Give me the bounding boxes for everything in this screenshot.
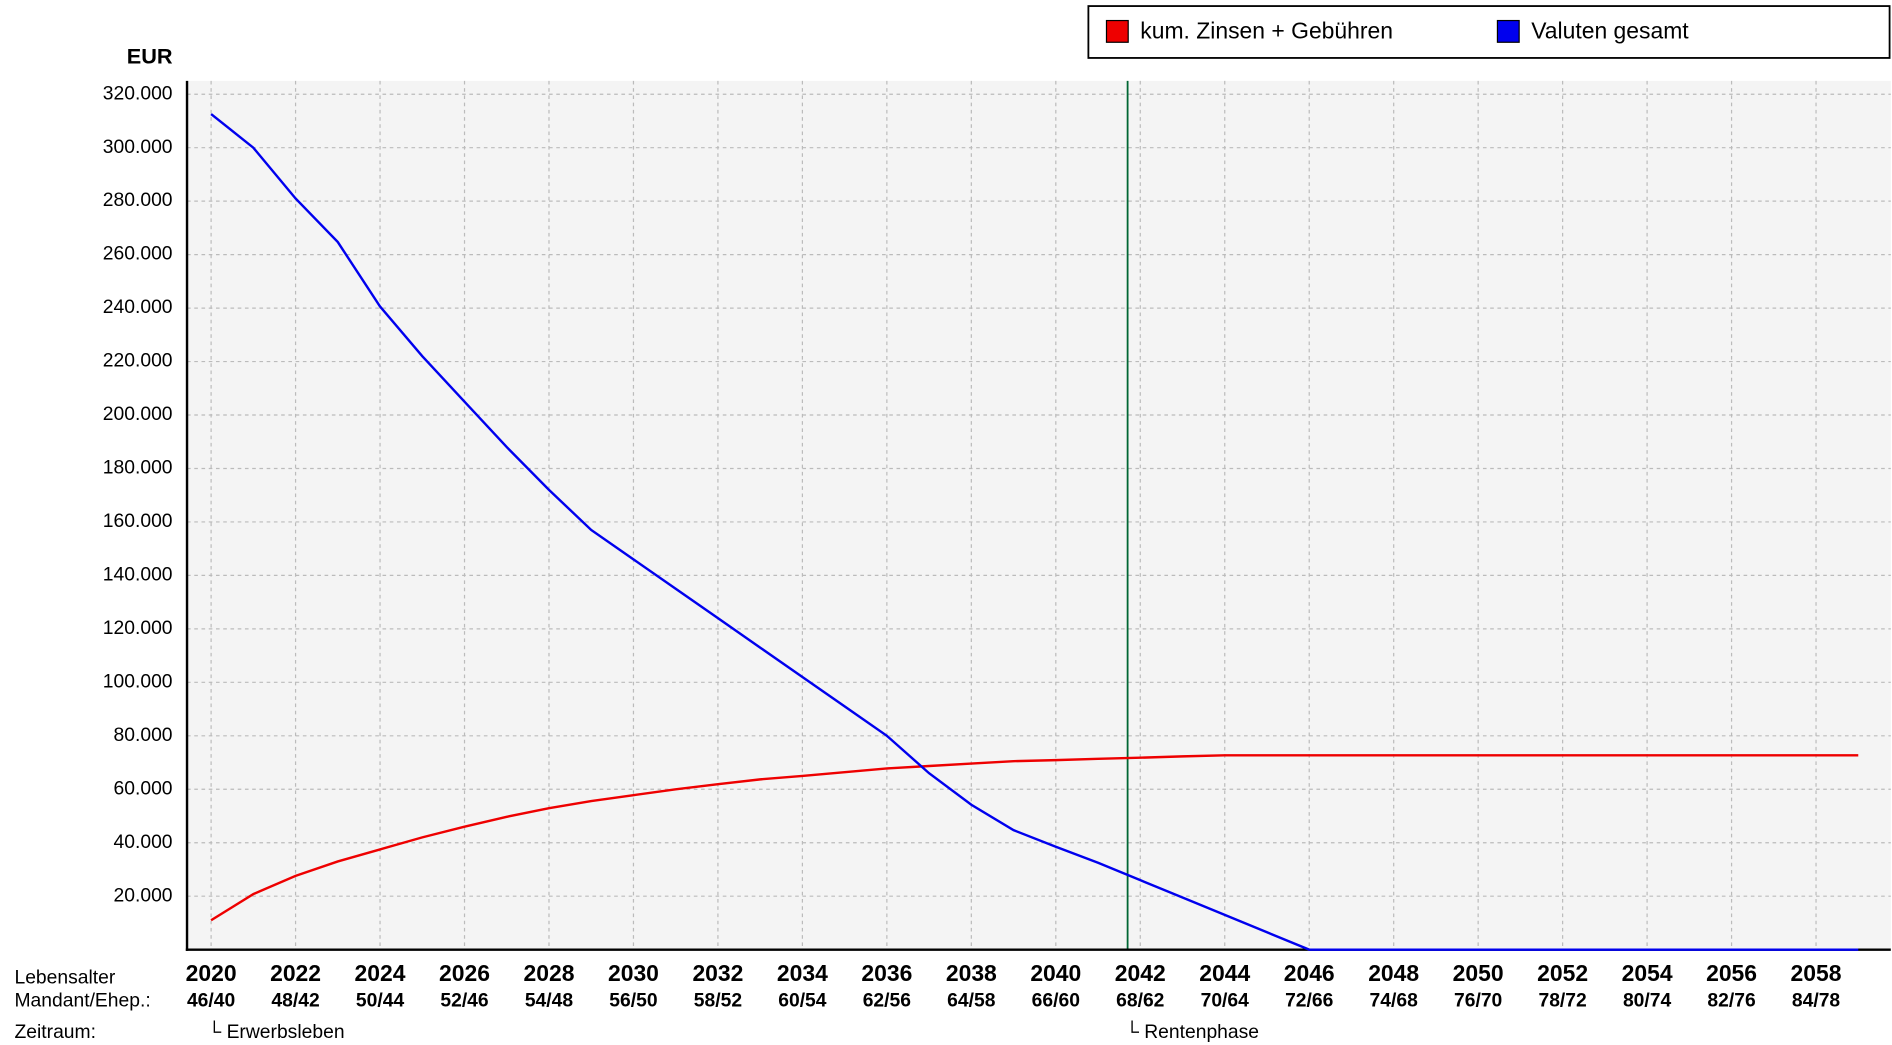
y-tick-label: 40.000: [114, 832, 173, 853]
y-tick-label: 80.000: [114, 725, 173, 746]
y-tick-label: 220.000: [103, 351, 173, 372]
age-label: 54/48: [525, 991, 574, 1012]
age-label: 62/56: [863, 991, 912, 1012]
age-label: 82/76: [1707, 991, 1756, 1012]
age-label: 70/64: [1201, 991, 1250, 1012]
y-tick-label: 260.000: [103, 244, 173, 265]
x-tick-label: 2046: [1284, 960, 1335, 986]
phase-label: └ Erwerbsleben: [208, 1020, 345, 1043]
x-tick-label: 2032: [692, 960, 743, 986]
x-tick-label: 2048: [1368, 960, 1419, 986]
y-tick-label: 120.000: [103, 618, 173, 639]
x-tick-label: 2028: [523, 960, 574, 986]
x-tick-label: 2034: [777, 960, 828, 986]
y-unit: EUR: [127, 44, 173, 69]
y-tick-label: 20.000: [114, 885, 173, 906]
age-label: 50/44: [356, 991, 405, 1012]
age-label: 74/68: [1370, 991, 1419, 1012]
x-tick-label: 2042: [1115, 960, 1166, 986]
legend-swatch: [1105, 19, 1129, 43]
age-label: 58/52: [694, 991, 742, 1012]
age-label: 84/78: [1792, 991, 1841, 1012]
age-label: 48/42: [271, 991, 319, 1012]
x-tick-label: 2020: [186, 960, 237, 986]
y-tick-label: 180.000: [103, 458, 173, 479]
y-tick-label: 60.000: [114, 778, 173, 799]
age-label: 72/66: [1285, 991, 1334, 1012]
y-tick-label: 240.000: [103, 297, 173, 318]
legend-label: Valuten gesamt: [1531, 18, 1689, 44]
legend: [1087, 5, 1891, 59]
y-tick-label: 140.000: [103, 565, 173, 586]
x-tick-label: 2056: [1706, 960, 1757, 986]
x-tick-label: 2036: [861, 960, 912, 986]
y-tick-label: 160.000: [103, 511, 173, 532]
age-label: 56/50: [609, 991, 657, 1012]
x-tick-label: 2044: [1199, 960, 1250, 986]
age-label: 52/46: [440, 991, 489, 1012]
row-label: Mandant/Ehep.:: [14, 991, 150, 1012]
age-label: 46/40: [187, 991, 235, 1012]
age-label: 80/74: [1623, 991, 1672, 1012]
series-line: [210, 754, 1859, 922]
plot-area: [187, 80, 1891, 950]
x-tick-label: 2052: [1537, 960, 1588, 986]
x-tick-label: 2022: [270, 960, 321, 986]
phase-label: └ Rentenphase: [1125, 1020, 1259, 1043]
x-tick-label: 2030: [608, 960, 659, 986]
x-tick-label: 2054: [1622, 960, 1673, 986]
y-tick-label: 100.000: [103, 671, 173, 692]
series-line: [210, 113, 1859, 951]
age-label: 66/60: [1032, 991, 1080, 1012]
y-tick-label: 200.000: [103, 404, 173, 425]
x-tick-label: 2024: [355, 960, 406, 986]
x-tick-label: 2038: [946, 960, 997, 986]
row-label: Zeitraum:: [14, 1022, 96, 1043]
y-tick-label: 320.000: [103, 83, 173, 104]
age-label: 76/70: [1454, 991, 1502, 1012]
age-label: 78/72: [1538, 991, 1586, 1012]
legend-swatch: [1496, 19, 1520, 43]
legend-label: kum. Zinsen + Gebühren: [1140, 18, 1393, 44]
row-label: Lebensalter: [14, 968, 115, 989]
age-label: 64/58: [947, 991, 996, 1012]
y-tick-label: 280.000: [103, 190, 173, 211]
y-tick-label: 300.000: [103, 137, 173, 158]
x-tick-label: 2026: [439, 960, 490, 986]
age-label: 60/54: [778, 991, 827, 1012]
age-label: 68/62: [1116, 991, 1164, 1012]
x-tick-label: 2050: [1453, 960, 1504, 986]
x-tick-label: 2058: [1791, 960, 1842, 986]
x-tick-label: 2040: [1030, 960, 1081, 986]
